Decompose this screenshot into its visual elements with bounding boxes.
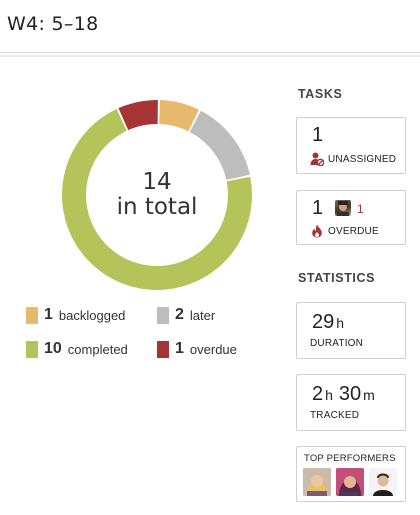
unassigned-card[interactable]: 1 UNASSIGNED bbox=[296, 117, 406, 174]
tracked-hours: 2 bbox=[312, 383, 324, 405]
header: W4: 5–18 bbox=[0, 0, 420, 52]
duration-unit: h bbox=[336, 315, 345, 331]
statistics-heading: STATISTICS bbox=[298, 271, 376, 285]
donut-chart bbox=[62, 100, 252, 290]
donut-slice-later[interactable] bbox=[189, 110, 250, 180]
chart-total-value: 14 bbox=[142, 169, 172, 195]
user-cancel-icon bbox=[310, 152, 324, 166]
legend-swatch-overdue bbox=[157, 340, 169, 358]
unassigned-label: UNASSIGNED bbox=[328, 154, 397, 165]
avatar[interactable] bbox=[369, 468, 397, 496]
donut-slice-backlogged[interactable] bbox=[159, 100, 199, 132]
legend-item-completed[interactable]: 10 completed bbox=[26, 340, 128, 358]
tasks-heading: TASKS bbox=[298, 87, 343, 101]
page-title: W4: 5–18 bbox=[7, 13, 99, 35]
legend-label: completed bbox=[67, 341, 128, 357]
flame-icon bbox=[312, 224, 322, 238]
tracked-label: TRACKED bbox=[310, 410, 360, 421]
unassigned-count: 1 bbox=[312, 124, 324, 146]
avatar[interactable] bbox=[335, 200, 351, 216]
legend-label: overdue bbox=[189, 341, 237, 357]
chart-total: 14 in total bbox=[62, 170, 252, 220]
donut-slice-overdue[interactable] bbox=[118, 100, 158, 131]
overdue-count: 1 bbox=[312, 197, 324, 219]
legend-count: 1 bbox=[175, 340, 184, 357]
duration-card: 29 h DURATION bbox=[296, 302, 406, 359]
overdue-avatar-count: 1 bbox=[357, 202, 364, 216]
tracked-minutes: 30 bbox=[338, 383, 362, 405]
legend-swatch-completed bbox=[26, 340, 38, 358]
chart-total-label: in total bbox=[116, 194, 198, 220]
tracked-card: 2 h 30 m TRACKED bbox=[296, 374, 406, 431]
legend-label: backlogged bbox=[58, 307, 126, 323]
legend-item-backlogged[interactable]: 1 backlogged bbox=[26, 306, 125, 324]
top-performers-card: TOP PERFORMERS bbox=[296, 446, 406, 502]
top-performers-label: TOP PERFORMERS bbox=[304, 453, 396, 464]
legend-swatch-later bbox=[157, 306, 169, 324]
duration-number: 29 bbox=[312, 311, 335, 333]
legend-swatch-backlogged bbox=[26, 306, 38, 324]
avatar[interactable] bbox=[303, 468, 331, 496]
legend-label: later bbox=[189, 307, 216, 323]
avatar[interactable] bbox=[336, 468, 364, 496]
tracked-value: 2 h 30 m bbox=[312, 383, 381, 406]
overdue-card[interactable]: 1 1 OVERDUE bbox=[296, 190, 406, 245]
legend-count: 2 bbox=[175, 306, 184, 323]
legend-item-later[interactable]: 2 later bbox=[157, 306, 215, 324]
legend-item-overdue[interactable]: 1 overdue bbox=[157, 340, 237, 358]
duration-value: 29 h bbox=[312, 311, 350, 334]
divider bbox=[0, 52, 420, 53]
overdue-label: OVERDUE bbox=[328, 226, 379, 237]
tracked-minutes-unit: m bbox=[363, 387, 375, 403]
legend-count: 1 bbox=[44, 306, 53, 323]
duration-label: DURATION bbox=[310, 338, 364, 349]
legend-count: 10 bbox=[44, 340, 62, 357]
tracked-hours-unit: h bbox=[325, 387, 333, 403]
divider bbox=[0, 55, 420, 57]
